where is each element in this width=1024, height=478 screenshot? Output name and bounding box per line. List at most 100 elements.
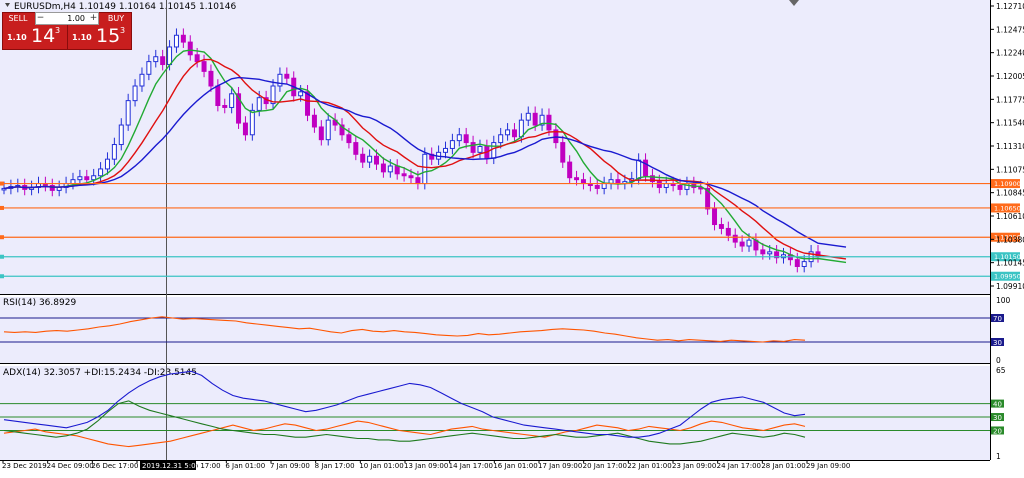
candle-body [636,159,642,180]
time-tick-label: 23 Dec 2019 [2,462,47,470]
candle-body [173,34,179,48]
adx-level-label: 40 [993,401,1002,409]
candle-body [84,176,90,181]
price-level-badge [991,179,1020,189]
price-tick-label: 1.12710 [996,2,1024,11]
candle-body [229,93,235,108]
plus-di-line [3,400,806,445]
candle-body [208,70,214,87]
ma-slow-line [3,76,847,248]
rsi-level-label: 70 [993,315,1002,323]
candle-body [518,119,524,138]
candle-body [511,129,517,138]
adx-level-badge [991,426,1004,435]
rsi-level-badge [991,314,1004,322]
candle-body [422,153,428,185]
candle-body [649,175,655,183]
candle-body [160,56,166,66]
candle-body [167,46,173,66]
buy-price-big: 15 [96,25,121,47]
candle-body [222,105,228,108]
time-tick-label: 23 Jan 09:00 [672,462,716,470]
scroll-marker-icon[interactable] [789,0,799,6]
candle-body [470,142,476,153]
buy-price-prefix: 1.10 [72,33,92,42]
candle-body [801,261,807,267]
candle-body [601,183,607,189]
candle-body [284,73,290,79]
time-tick-label: 13 Jan 09:00 [404,462,448,470]
time-tick-label: 2 Jan 17:00 [181,462,221,470]
candle-body [270,85,276,105]
lot-decrease-button[interactable]: − [36,13,45,23]
adx-level-badge [991,399,1004,408]
time-tick-label: 8 Jan 17:00 [315,462,355,470]
rsi-tick-label: 0 [996,356,1001,365]
price-tick-label: 1.10610 [996,212,1024,221]
candle-body [415,177,421,185]
candle-body [325,119,331,141]
horizontal-lines[interactable]: 1.10900 1.10650 1.10350 1.10150 1.09950 [0,179,1021,281]
collapse-triangle-icon[interactable] [5,3,10,7]
candle-body [367,155,373,163]
candle-body [91,175,97,181]
candle-body [215,85,221,107]
price-level-badge [991,232,1020,242]
candle-body [77,176,83,181]
candle-body [794,259,800,267]
time-tick-label: 6 Jan 01:00 [225,462,265,470]
candle-body [712,208,718,226]
rsi-pane[interactable] [0,297,990,363]
candle-body [594,185,600,189]
price-tick-label: 1.09910 [996,282,1024,291]
price-tick-label: 1.10845 [996,189,1024,198]
candle-body [374,155,380,165]
one-click-trading-panel: SELL 1.10 14 3 BUY 1.10 15 3 − 1.00 + [2,12,132,50]
crosshair-date-box [140,461,196,470]
candle-body [311,114,317,128]
candle-body [449,140,455,149]
adx-plot: 40 30 20 65 1 [0,366,1006,461]
candle-body [408,175,414,179]
candle-body [725,227,731,236]
rsi-plot: 70 30 100 0 [0,296,1011,365]
price-tick-label: 1.12240 [996,49,1024,58]
candle-body [49,185,55,191]
lot-increase-button[interactable]: + [89,13,98,23]
lot-size-field[interactable]: − 1.00 + [35,12,99,25]
price-tick-label: 1.11775 [996,95,1024,104]
rsi-level-label: 30 [993,339,1002,347]
candle-body [249,109,255,136]
adx-header: ADX(14) 32.3057 +DI:15.2434 -DI:23.5145 [3,368,197,378]
time-tick-label: 10 Jan 01:00 [359,462,403,470]
candle-body [401,173,407,177]
adx-level-badge [991,413,1004,422]
price-tick-label: 1.10380 [996,235,1024,244]
price-level-badge [991,271,1020,281]
candle-body [746,239,752,247]
candle-body [242,122,248,136]
candle-body [1,187,7,191]
adx-pane[interactable] [0,366,990,460]
buy-label: BUY [107,14,125,23]
candle-body [305,91,311,116]
price-axis: 1.12710 1.12475 1.12240 1.12005 1.11775 1.115… [990,2,1024,291]
candle-body [125,100,131,126]
candle-body [394,165,400,175]
candle-body [505,129,511,136]
candle-body [139,73,145,87]
candle-body [767,251,773,255]
minus-di-line [3,420,806,448]
candle-body [739,241,745,247]
price-level-label: 1.10150 [994,253,1021,261]
candle-body [456,134,462,142]
lot-size-value[interactable]: 1.00 [67,14,85,23]
time-tick-label: 17 Jan 09:00 [538,462,582,470]
price-level-label: 1.09950 [994,273,1021,281]
candle-body [104,158,110,170]
candle-body [498,134,504,144]
time-tick-label: 20 Jan 17:00 [583,462,627,470]
candle-body [146,61,152,75]
time-tick-label: 26 Dec 17:00 [91,462,138,470]
